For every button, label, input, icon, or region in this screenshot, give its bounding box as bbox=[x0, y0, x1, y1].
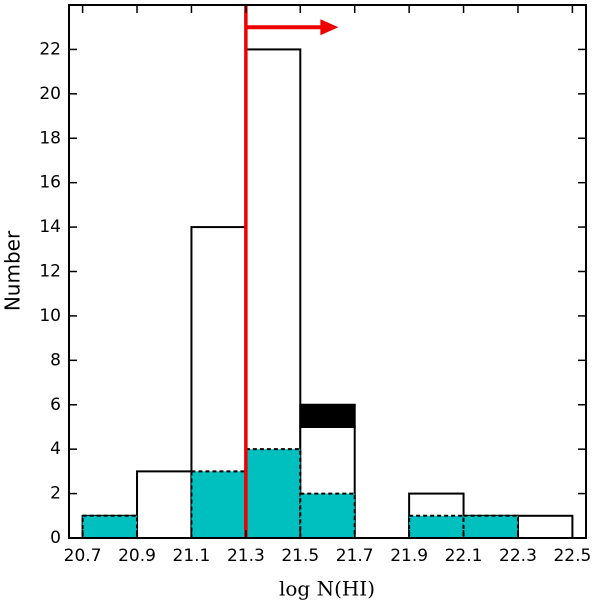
histogram-bar bbox=[408, 514, 465, 540]
y-tick-label: 4 bbox=[50, 439, 61, 459]
histogram-bar bbox=[299, 403, 356, 428]
x-tick-label: 22.1 bbox=[445, 546, 483, 566]
x-tick-label: 22.3 bbox=[499, 546, 537, 566]
y-tick-label: 0 bbox=[50, 528, 61, 548]
histogram-bar bbox=[462, 514, 519, 540]
y-tick-label: 2 bbox=[50, 484, 61, 504]
x-tick-label: 21.3 bbox=[227, 546, 265, 566]
y-tick-label: 18 bbox=[39, 128, 61, 148]
x-tick-label: 21.1 bbox=[173, 546, 211, 566]
histogram-bar bbox=[190, 470, 247, 539]
y-tick-label: 22 bbox=[39, 39, 61, 59]
x-tick-label: 22.5 bbox=[553, 546, 591, 566]
histogram-bar bbox=[136, 470, 193, 539]
y-tick-label: 6 bbox=[50, 395, 61, 415]
y-axis-label: Number bbox=[1, 230, 25, 311]
x-tick-label: 21.5 bbox=[281, 546, 319, 566]
y-tick-label: 8 bbox=[50, 350, 61, 370]
x-tick-label: 20.7 bbox=[64, 546, 102, 566]
histogram-bar bbox=[81, 514, 139, 540]
x-tick-label: 21.7 bbox=[336, 546, 374, 566]
y-tick-label: 20 bbox=[39, 84, 61, 104]
histogram-bar bbox=[516, 514, 574, 540]
x-tick-label: 21.9 bbox=[390, 546, 428, 566]
x-axis-label: log N(HI) bbox=[279, 577, 375, 601]
y-tick-label: 14 bbox=[39, 217, 61, 237]
y-tick-label: 16 bbox=[39, 173, 61, 193]
y-tick-label: 12 bbox=[39, 262, 61, 282]
histogram-bar bbox=[299, 492, 356, 540]
histogram-bar bbox=[244, 448, 302, 539]
x-tick-label: 20.9 bbox=[118, 546, 156, 566]
arrow-head bbox=[320, 19, 339, 36]
y-tick-label: 10 bbox=[39, 306, 61, 326]
